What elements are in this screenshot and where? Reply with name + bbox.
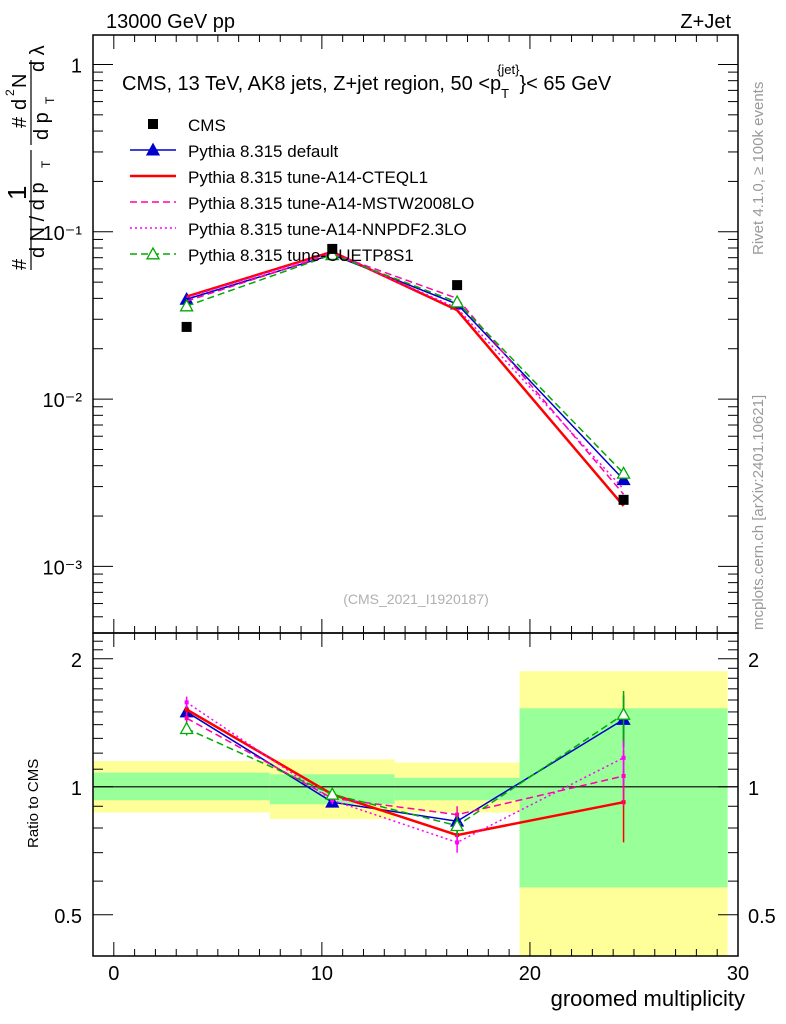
ratio-marker (616, 707, 631, 720)
series-layer (179, 243, 631, 853)
series-marker (450, 294, 465, 308)
legend-marker-4 (145, 246, 161, 260)
y-tick-label: 10⁻¹ (43, 223, 83, 245)
svg-text:1: 1 (2, 186, 32, 200)
svg-text:d: d (9, 99, 31, 110)
legend: CMS Pythia 8.315 default Pythia 8.315 tune… (130, 116, 474, 265)
legend-label: Pythia 8.315 default (188, 142, 339, 161)
x-tick-label: 10 (311, 963, 333, 985)
band-inner-2 (394, 777, 520, 801)
ratio-point (184, 716, 189, 721)
ratio-point (184, 700, 189, 705)
series-marker (616, 472, 631, 486)
ratio-y-tick-label: 0.5 (54, 906, 82, 928)
svg-text:T: T (43, 96, 57, 104)
series-marker (179, 298, 194, 312)
side-label-bottom: mcplots.cern.ch [arXiv:2401.10621] (750, 395, 767, 630)
svg-text:#: # (9, 258, 31, 270)
x-tick-label: 20 (519, 963, 541, 985)
chart-title: CMS, 13 TeV, AK8 jets, Z+jet region, 50 … (122, 62, 612, 101)
series-line-2 (186, 252, 625, 495)
series-line-0 (186, 253, 625, 481)
ratio-line-4 (186, 713, 624, 827)
x-tick-label: 0 (108, 963, 119, 985)
legend-label: Pythia 8.315 tune-A14-CTEQL1 (188, 168, 428, 187)
ratio-y-tick-label: 0.5 (748, 906, 776, 928)
header-right: Z+Jet (680, 11, 731, 33)
data-point (181, 321, 192, 332)
svg-text:2: 2 (3, 89, 17, 96)
legend-marker-0 (145, 142, 161, 156)
ratio-point (330, 798, 335, 803)
axis-ticks: 0 10 20 30 1 10⁻¹ 10⁻² 10⁻³ 0.5 0.5 1 1 2 2 (43, 35, 776, 985)
data-point (452, 280, 463, 291)
x-axis-label: groomed multiplicity (551, 986, 745, 1011)
chart-title-main: CMS, 13 TeV, AK8 jets, Z+jet region, 50 … (122, 73, 501, 95)
series-line-3 (186, 251, 625, 490)
svg-text:d λ: d λ (27, 45, 49, 72)
axes-frames (92, 34, 739, 957)
legend-label: Pythia 8.315 tune-CUETP8S1 (188, 246, 414, 265)
ratio-frame (92, 632, 739, 957)
legend-label: CMS (188, 116, 226, 135)
svg-text:#: # (9, 116, 31, 128)
chart-title-sup: {jet} (497, 62, 520, 77)
ratio-marker (179, 721, 194, 735)
y-axis-label: # 1 d N / d p T # d 2 N d p T d λ (2, 45, 57, 270)
ratio-marker (450, 818, 465, 832)
svg-text:N: N (9, 74, 31, 88)
y-tick-label: 10⁻² (43, 390, 83, 412)
analysis-id: (CMS_2021_I1920187) (343, 591, 489, 607)
ratio-point (621, 755, 626, 760)
ratio-point (455, 812, 460, 817)
chart-title-sub: T (501, 86, 509, 101)
svg-text:d p: d p (31, 112, 53, 140)
series-line-4 (186, 253, 625, 474)
svg-text:T: T (39, 160, 53, 168)
chart-title-tail: }< 65 GeV (520, 73, 612, 95)
series-marker (616, 465, 631, 479)
ratio-point (184, 707, 189, 712)
y-tick-label: 10⁻³ (43, 557, 83, 579)
legend-marker-data (148, 119, 158, 129)
ratio-point (455, 840, 460, 845)
header-left: 13000 GeV pp (106, 11, 235, 33)
ratio-y-tick-label: 2 (748, 650, 759, 672)
ratio-line-1 (185, 708, 624, 837)
data-point (327, 243, 338, 254)
ratio-y-tick-label: 1 (71, 778, 82, 800)
ratio-line-2 (186, 717, 624, 816)
y-tick-label: 1 (71, 55, 82, 77)
ratio-y-tick-label: 2 (71, 650, 82, 672)
legend-label: Pythia 8.315 tune-A14-NNPDF2.3LO (188, 220, 467, 239)
x-tick-label: 30 (727, 963, 749, 985)
ratio-y-tick-label: 1 (748, 778, 759, 800)
svg-text:d N / d p: d N / d p (27, 182, 49, 258)
ratio-marker (325, 787, 340, 800)
data-point (618, 494, 629, 505)
series-marker (325, 247, 340, 261)
series-line-1 (186, 250, 625, 507)
ratio-line-3 (186, 701, 624, 844)
legend-label: Pythia 8.315 tune-A14-MSTW2008LO (188, 194, 474, 213)
ratio-y-label: Ratio to CMS (25, 759, 42, 848)
side-label-top: Rivet 4.1.0, ≥ 100k events (750, 82, 767, 255)
